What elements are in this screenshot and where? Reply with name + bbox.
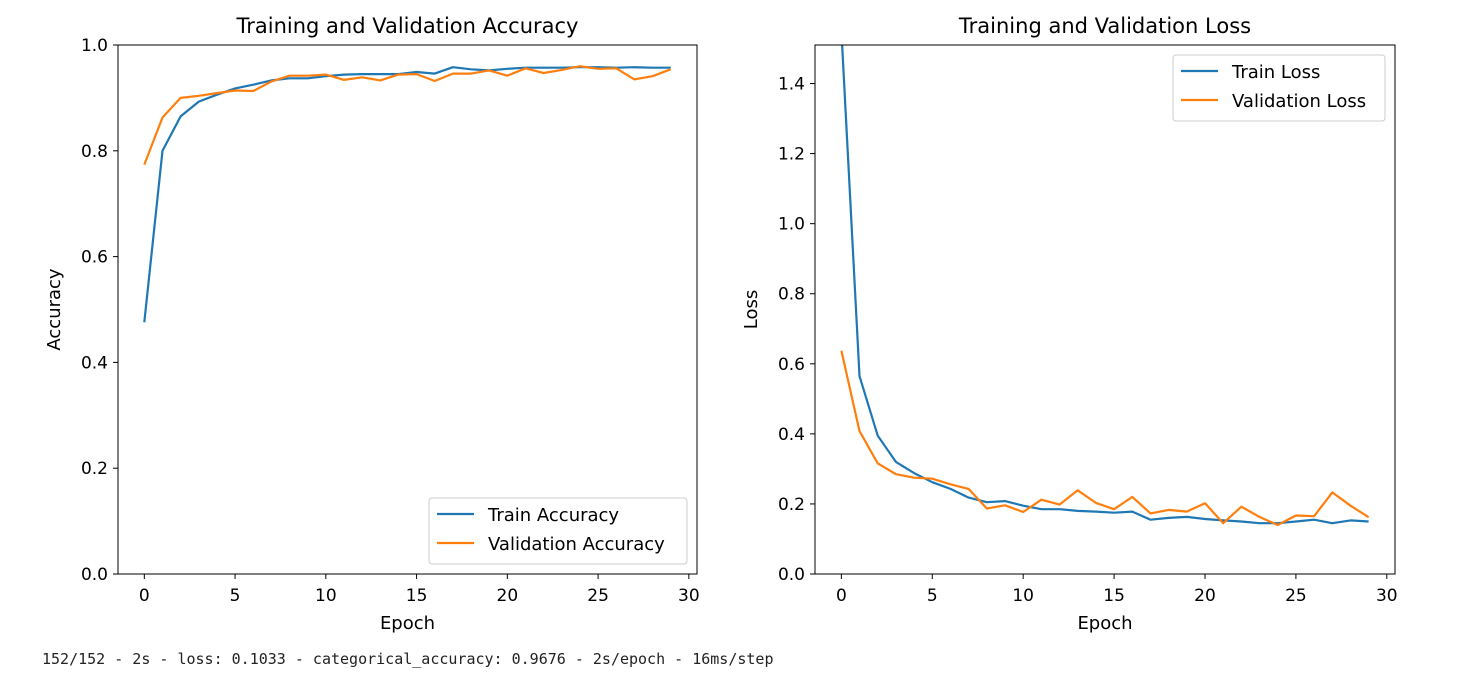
y-tick-label: 0.8 (81, 142, 108, 162)
validation-series-line (840, 350, 1370, 527)
y-axis-label: Accuracy (44, 268, 65, 351)
legend: Train Accuracy Validation Accuracy (428, 497, 688, 565)
y-tick-label: 0.6 (778, 355, 805, 375)
y-axis-label: Loss (741, 290, 762, 329)
y-tick-label: 0.4 (778, 425, 805, 445)
chart-loss: Training and Validation Loss 0 5 10 15 20 25 30… (741, 14, 1398, 634)
x-tick-label: 25 (1285, 586, 1307, 606)
plot-area (143, 65, 672, 323)
x-tick-label: 5 (230, 586, 241, 606)
plot-area (840, 45, 1370, 527)
x-tick-label: 25 (587, 586, 609, 606)
y-tick-label: 0.4 (81, 353, 108, 373)
axes-frame (814, 44, 1396, 575)
y-tick-label: 1.0 (81, 36, 108, 56)
y-tick-label: 0.0 (778, 565, 805, 585)
x-tick-label: 0 (836, 586, 847, 606)
legend-frame (1172, 54, 1386, 122)
x-axis-label: Epoch (380, 613, 435, 634)
x-tick-label: 20 (1194, 586, 1216, 606)
y-tick-label: 1.4 (778, 75, 805, 95)
x-tick-label: 0 (139, 586, 150, 606)
validation-legend-label: Validation Loss (1232, 91, 1366, 112)
x-tick-label: 30 (1376, 586, 1398, 606)
x-tick-label: 5 (927, 586, 938, 606)
x-tick-label: 15 (1103, 586, 1125, 606)
x-tick-label: 20 (497, 586, 519, 606)
x-tick-label: 15 (406, 586, 428, 606)
y-tick-label: 0.2 (81, 459, 108, 479)
validation-series-line (143, 65, 672, 165)
chart-title: Training and Validation Loss (958, 14, 1251, 38)
x-axis-label: Epoch (1077, 613, 1132, 634)
y-tick-label: 1.0 (778, 215, 805, 235)
axes-frame (117, 44, 698, 575)
y-tick-label: 1.2 (778, 145, 805, 165)
y-tick-label: 0.0 (81, 565, 108, 585)
legend: Train Loss Validation Loss (1172, 54, 1386, 122)
train-legend-label: Train Loss (1231, 62, 1320, 83)
figure: Training and Validation Accuracy 0 5 10 15 20… (44, 14, 1398, 634)
y-tick-label: 0.2 (778, 495, 805, 515)
train-legend-label: Train Accuracy (487, 505, 619, 526)
y-tick-label: 0.6 (81, 248, 108, 268)
x-tick-label: 10 (315, 586, 337, 606)
y-tick-label: 0.8 (778, 285, 805, 305)
chart-accuracy: Training and Validation Accuracy 0 5 10 15 20… (44, 14, 700, 634)
console-output: 152/152 - 2s - loss: 0.1033 - categorica… (42, 650, 774, 668)
x-tick-label: 30 (678, 586, 700, 606)
x-tick-label: 10 (1012, 586, 1034, 606)
validation-legend-label: Validation Accuracy (488, 534, 665, 555)
legend-frame (428, 497, 688, 565)
chart-title: Training and Validation Accuracy (236, 14, 579, 38)
train-series-line (143, 66, 671, 323)
